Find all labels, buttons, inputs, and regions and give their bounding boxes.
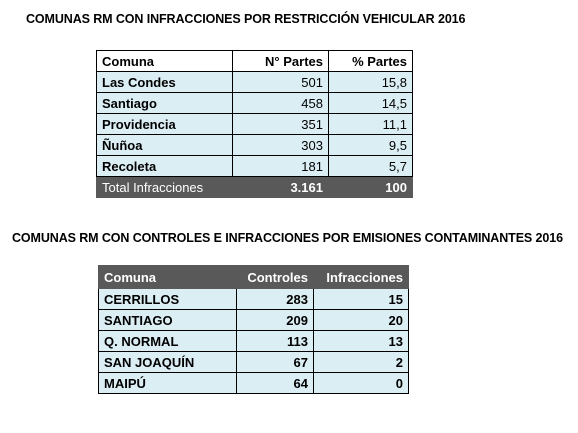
table-row: SAN JOAQUÍN 67 2 [98,351,409,373]
total-label: Total Infracciones [96,176,233,198]
cell-infracciones: 0 [313,372,409,394]
table-row: MAIPÚ 64 0 [98,372,409,394]
table-row: CERRILLOS 283 15 [98,288,409,310]
cell-n-partes: 181 [232,155,329,177]
table-row: Las Condes 501 15,8 [96,71,413,93]
table-header-row: Comuna Controles Infracciones [98,265,409,289]
header-comuna: Comuna [98,265,237,289]
cell-comuna: Santiago [96,92,233,114]
cell-n-partes: 501 [232,71,329,93]
table-row: Santiago 458 14,5 [96,92,413,114]
title-emisiones-contaminantes: COMUNAS RM CON CONTROLES E INFRACCIONES … [12,231,563,245]
cell-comuna: Q. NORMAL [98,330,237,352]
cell-infracciones: 13 [313,330,409,352]
table-emisiones-contaminantes: Comuna Controles Infracciones CERRILLOS … [98,265,409,394]
cell-controles: 283 [236,288,314,310]
cell-comuna: MAIPÚ [98,372,237,394]
table-header-row: Comuna N° Partes % Partes [96,50,413,72]
cell-n-partes: 303 [232,134,329,156]
cell-infracciones: 2 [313,351,409,373]
cell-infracciones: 15 [313,288,409,310]
cell-pct-partes: 15,8 [328,71,413,93]
cell-comuna: SANTIAGO [98,309,237,331]
table-row: SANTIAGO 209 20 [98,309,409,331]
table-row: Q. NORMAL 113 13 [98,330,409,352]
cell-controles: 64 [236,372,314,394]
cell-controles: 209 [236,309,314,331]
cell-infracciones: 20 [313,309,409,331]
cell-comuna: Ñuñoa [96,134,233,156]
cell-comuna: Las Condes [96,71,233,93]
cell-n-partes: 351 [232,113,329,135]
cell-pct-partes: 9,5 [328,134,413,156]
header-controles: Controles [236,265,314,289]
cell-comuna: SAN JOAQUÍN [98,351,237,373]
cell-controles: 113 [236,330,314,352]
table-row: Recoleta 181 5,7 [96,155,413,177]
table-row: Ñuñoa 303 9,5 [96,134,413,156]
table-row: Providencia 351 11,1 [96,113,413,135]
cell-pct-partes: 14,5 [328,92,413,114]
header-pct-partes: % Partes [328,50,413,72]
cell-n-partes: 458 [232,92,329,114]
total-pct-partes: 100 [328,176,413,198]
cell-pct-partes: 5,7 [328,155,413,177]
total-n-partes: 3.161 [232,176,329,198]
title-restriccion-vehicular: COMUNAS RM CON INFRACCIONES POR RESTRICC… [26,12,466,26]
cell-controles: 67 [236,351,314,373]
table-restriccion-vehicular: Comuna N° Partes % Partes Las Condes 501… [96,50,413,198]
cell-comuna: CERRILLOS [98,288,237,310]
header-infracciones: Infracciones [313,265,409,289]
header-comuna: Comuna [96,50,233,72]
header-n-partes: N° Partes [232,50,329,72]
table-total-row: Total Infracciones 3.161 100 [96,176,413,198]
cell-comuna: Recoleta [96,155,233,177]
cell-pct-partes: 11,1 [328,113,413,135]
cell-comuna: Providencia [96,113,233,135]
